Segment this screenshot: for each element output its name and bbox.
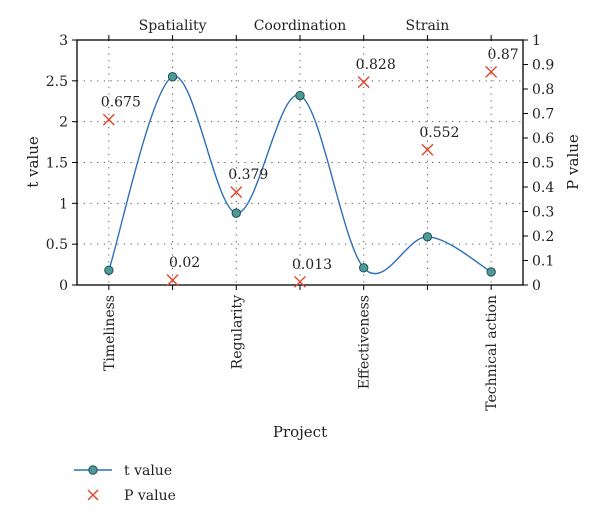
t-value-point <box>486 267 496 277</box>
y-left-tick-label: 2.5 <box>46 74 68 90</box>
p-value-cross-stroke <box>102 113 115 126</box>
y-right-tick-label: 0.5 <box>532 156 554 172</box>
labels-layer: Timeliness Spatiality Regularity Coordinati… <box>101 18 519 411</box>
y-right-tick-label: 0.8 <box>532 82 554 98</box>
t-value-point <box>231 208 241 218</box>
x-category-label: Timeliness <box>102 295 118 371</box>
p-value-point <box>357 76 370 89</box>
p-value-data-label: 0.02 <box>169 255 200 271</box>
p-value-cross-stroke <box>294 275 306 288</box>
y-right-tick-label: 0.4 <box>532 180 554 196</box>
y-left-tick-label: 3 <box>59 33 68 49</box>
p-value-data-label: 0.013 <box>292 257 332 273</box>
p-value-data-label: 0.87 <box>488 47 519 63</box>
y-right-tick-label: 0.3 <box>532 205 554 221</box>
p-value-point <box>421 143 434 156</box>
legend-label-t-value: t value <box>124 463 172 479</box>
x-axis-title: Project <box>273 423 327 441</box>
legend-marker-t-value <box>88 465 98 475</box>
p-value-point <box>166 274 179 287</box>
y-right-tick-label: 0.9 <box>532 58 554 74</box>
series-layer <box>102 65 498 288</box>
y-right-tick-label: 0.7 <box>532 107 554 123</box>
y-left-tick-label: 2 <box>59 115 68 131</box>
p-value-cross-stroke <box>357 76 370 89</box>
p-value-data-label: 0.675 <box>101 95 141 111</box>
y-left-tick-label: 0 <box>59 278 68 294</box>
t-value-point <box>104 265 114 275</box>
p-value-data-label: 0.379 <box>228 167 268 183</box>
p-value-point <box>485 65 498 78</box>
p-value-cross-stroke <box>421 143 434 156</box>
x-category-label: Regularity <box>229 295 245 369</box>
t-value-point <box>359 263 369 273</box>
p-value-point <box>102 113 115 126</box>
p-value-cross-stroke <box>166 274 179 287</box>
y-axis-title-left: t value <box>24 136 42 188</box>
y-right-tick-label: 0.2 <box>532 229 554 245</box>
legend-label-p-value: P value <box>124 488 176 504</box>
p-value-cross-stroke <box>485 65 498 78</box>
y-right-tick-label: 0.6 <box>532 131 554 147</box>
p-value-point <box>230 186 243 199</box>
y-left-tick-label: 1 <box>59 196 68 212</box>
t-value-point <box>422 232 433 242</box>
t-value-line <box>108 76 492 275</box>
y-left-tick-label: 0.5 <box>46 237 68 253</box>
legend-cross-stroke <box>87 489 99 501</box>
p-value-point <box>294 275 306 288</box>
y-axis-title-right: P value <box>564 134 582 190</box>
x-category-label: Effectiveness <box>357 295 373 389</box>
y-right-tick-label: 0.1 <box>532 254 554 270</box>
p-value-cross-stroke <box>230 186 243 199</box>
x-category-label-top: Spatiality <box>139 18 207 34</box>
x-category-label-top: Coordination <box>254 18 347 34</box>
x-category-label-top: Strain <box>406 18 450 34</box>
x-category-label: Technical action <box>484 295 500 411</box>
t-value-point <box>167 72 178 82</box>
p-value-data-label: 0.828 <box>356 57 396 73</box>
y-right-tick-label: 1 <box>532 33 541 49</box>
legend-marker-p-value <box>87 489 99 501</box>
p-value-data-label: 0.552 <box>419 125 459 141</box>
y-right-tick-label: 0 <box>532 278 541 294</box>
ticks-layer: 0 0.5 1 1.5 2 2.5 3 0 0.1 0.2 0.3 0.4 0.5 0.6 0.7 0.8 0.… <box>46 33 555 294</box>
legend: t value P value <box>74 463 176 504</box>
y-left-tick-label: 1.5 <box>46 156 68 172</box>
t-value-point <box>295 90 305 101</box>
